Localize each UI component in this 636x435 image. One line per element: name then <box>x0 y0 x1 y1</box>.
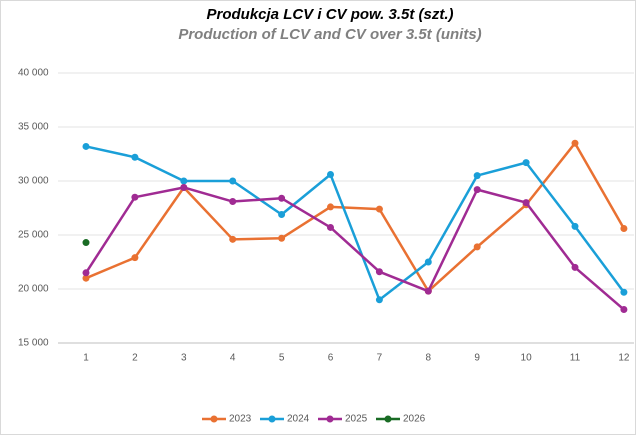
data-point <box>375 296 383 304</box>
data-point <box>375 205 383 213</box>
data-point <box>278 234 286 242</box>
series-line <box>85 145 625 302</box>
legend-label: 2025 <box>345 414 368 425</box>
legend-label: 2023 <box>229 414 252 425</box>
legend-label: 2024 <box>287 414 310 425</box>
data-point <box>473 172 481 180</box>
data-point <box>424 258 432 266</box>
x-tick-label: 3 <box>181 353 187 364</box>
legend-marker <box>210 415 218 423</box>
data-point <box>424 287 432 295</box>
data-point <box>278 194 286 202</box>
y-tick-label: 20 000 <box>18 284 49 295</box>
x-tick-label: 1 <box>83 353 89 364</box>
x-tick-label: 5 <box>279 353 285 364</box>
data-point <box>571 263 579 271</box>
y-tick-label: 40 000 <box>18 68 49 79</box>
x-tick-label: 2 <box>132 353 138 364</box>
data-point <box>522 159 530 167</box>
data-point <box>131 193 139 201</box>
data-point <box>375 268 383 276</box>
chart-subtitle: Production of LCV and CV over 3.5t (unit… <box>178 26 481 43</box>
data-point <box>82 239 90 247</box>
y-tick-label: 35 000 <box>18 122 49 133</box>
legend-marker <box>384 415 392 423</box>
legend-marker <box>268 415 276 423</box>
x-tick-label: 12 <box>618 353 630 364</box>
data-point <box>522 199 530 207</box>
x-tick-label: 6 <box>328 353 334 364</box>
chart-title: Produkcja LCV i CV pow. 3.5t (szt.) <box>207 6 454 23</box>
data-point <box>620 225 628 233</box>
legend-label: 2026 <box>403 414 426 425</box>
data-point <box>278 210 286 218</box>
data-point <box>229 198 237 206</box>
data-point <box>229 235 237 243</box>
data-point <box>131 153 139 161</box>
data-point <box>473 186 481 194</box>
data-point <box>571 139 579 147</box>
data-point <box>180 183 188 191</box>
x-tick-label: 9 <box>474 353 480 364</box>
x-tick-label: 4 <box>230 353 236 364</box>
y-tick-label: 25 000 <box>18 230 49 241</box>
data-point <box>620 288 628 296</box>
x-tick-label: 10 <box>521 353 533 364</box>
data-point <box>620 306 628 314</box>
data-point <box>229 177 237 185</box>
y-tick-label: 15 000 <box>18 338 49 349</box>
legend-marker <box>326 415 334 423</box>
series-line <box>84 186 625 311</box>
data-point <box>327 223 334 231</box>
data-point <box>327 203 334 211</box>
data-point <box>82 274 90 282</box>
x-tick-label: 8 <box>426 353 432 364</box>
data-point <box>327 171 334 179</box>
series-line <box>85 141 625 293</box>
y-tick-label: 30 000 <box>18 176 49 187</box>
data-point <box>571 222 579 230</box>
data-point <box>131 254 139 262</box>
x-tick-label: 11 <box>570 353 581 364</box>
data-point <box>82 142 90 150</box>
data-point <box>180 177 188 185</box>
data-point <box>82 269 90 277</box>
x-tick-label: 7 <box>377 353 383 364</box>
data-point <box>473 243 481 251</box>
